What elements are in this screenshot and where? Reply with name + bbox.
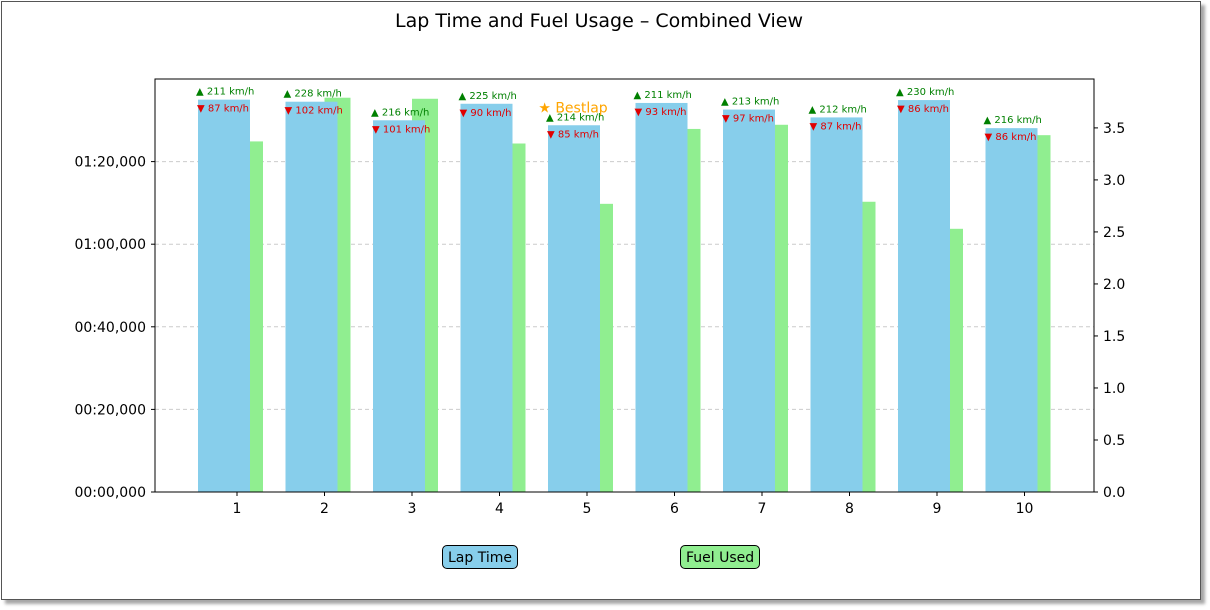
lap-time-bar xyxy=(373,120,425,493)
x-tick-label: 7 xyxy=(758,501,767,517)
left-tick-label: 01:00,000 xyxy=(74,237,146,253)
right-tick-label: 2.5 xyxy=(1103,225,1125,241)
max-speed-label: ▲ 213 km/h xyxy=(721,97,779,108)
legend-fuel-used[interactable]: Fuel Used xyxy=(680,545,761,569)
min-speed-label: ▼ 90 km/h xyxy=(460,108,512,119)
min-speed-label: ▼ 97 km/h xyxy=(722,114,774,125)
max-speed-label: ▲ 216 km/h xyxy=(371,107,429,118)
best-lap-label: ★ Bestlap xyxy=(538,100,607,116)
right-tick-label: 3.0 xyxy=(1103,173,1125,189)
lap-time-bar xyxy=(285,101,338,492)
right-tick-label: 0.5 xyxy=(1103,433,1125,449)
min-speed-label: ▼ 101 km/h xyxy=(372,124,430,135)
x-tick-label: 4 xyxy=(495,501,504,517)
right-tick-label: 1.0 xyxy=(1103,381,1125,397)
min-speed-label: ▼ 86 km/h xyxy=(897,104,949,115)
x-tick-label: 6 xyxy=(670,501,679,517)
lap-time-bars xyxy=(198,99,1038,493)
lap-time-bar xyxy=(460,103,513,492)
x-tick-label: 5 xyxy=(583,501,592,517)
x-tick-label: 9 xyxy=(933,501,942,517)
lap-time-bar xyxy=(723,109,775,492)
right-tick-label: 3.5 xyxy=(1103,121,1125,137)
x-tick-label: 3 xyxy=(408,501,417,517)
legend-fuel-used-label: Fuel Used xyxy=(686,550,755,566)
lap-time-bar xyxy=(898,100,950,493)
max-speed-label: ▲ 216 km/h xyxy=(984,115,1042,126)
max-speed-label: ▲ 228 km/h xyxy=(284,89,342,100)
legend-lap-time-label: Lap Time xyxy=(448,550,512,566)
plot-area-frame xyxy=(154,78,1095,493)
max-speed-label: ▲ 211 km/h xyxy=(196,87,254,98)
left-tick-label: 00:20,000 xyxy=(74,402,146,418)
min-speed-label: ▼ 102 km/h xyxy=(285,106,343,117)
max-speed-label: ▲ 225 km/h xyxy=(459,91,517,102)
right-tick-label: 0.0 xyxy=(1103,485,1125,501)
right-tick-label: 1.5 xyxy=(1103,329,1125,345)
lap-time-bar xyxy=(635,102,688,492)
min-speed-label: ▼ 86 km/h xyxy=(985,132,1037,143)
max-speed-label: ▲ 214 km/h xyxy=(546,112,604,123)
max-speed-label: ▲ 230 km/h xyxy=(896,87,954,98)
x-tick-label: 8 xyxy=(845,501,854,517)
left-tick-label: 00:00,000 xyxy=(74,485,146,501)
left-tick-label: 00:40,000 xyxy=(74,320,146,336)
min-speed-label: ▼ 87 km/h xyxy=(197,104,249,115)
chart-title: Lap Time and Fuel Usage – Combined View xyxy=(395,10,803,32)
max-speed-label: ▲ 212 km/h xyxy=(809,104,867,115)
left-tick-label: 01:20,000 xyxy=(74,155,146,171)
legend-lap-time[interactable]: Lap Time xyxy=(442,545,518,569)
x-tick-label: 10 xyxy=(1016,501,1034,517)
lap-time-bar xyxy=(198,99,250,493)
left-axis: 00:00,000 00:20,000 00:40,000 01:00,000 01:2… xyxy=(74,155,155,501)
x-axis: 1 2 3 4 5 6 7 8 9 10 xyxy=(233,492,1034,517)
x-tick-label: 1 xyxy=(233,501,242,517)
lap-time-bar xyxy=(810,117,863,492)
min-speed-label: ▼ 85 km/h xyxy=(547,129,599,140)
lap-time-bar xyxy=(985,128,1038,492)
lap-time-bar xyxy=(548,125,600,493)
x-tick-label: 2 xyxy=(320,501,329,517)
min-speed-label: ▼ 93 km/h xyxy=(635,107,687,118)
right-tick-label: 2.0 xyxy=(1103,277,1125,293)
min-speed-label: ▼ 87 km/h xyxy=(810,121,862,132)
speed-annotations: ▲ 211 km/h ▼ 87 km/h ▲ 228 km/h ▼ 102 km/h ▲… xyxy=(196,87,1042,143)
max-speed-label: ▲ 211 km/h xyxy=(634,90,692,101)
right-axis: 0.0 0.5 1.0 1.5 2.0 2.5 3.0 3.5 xyxy=(1094,121,1125,501)
